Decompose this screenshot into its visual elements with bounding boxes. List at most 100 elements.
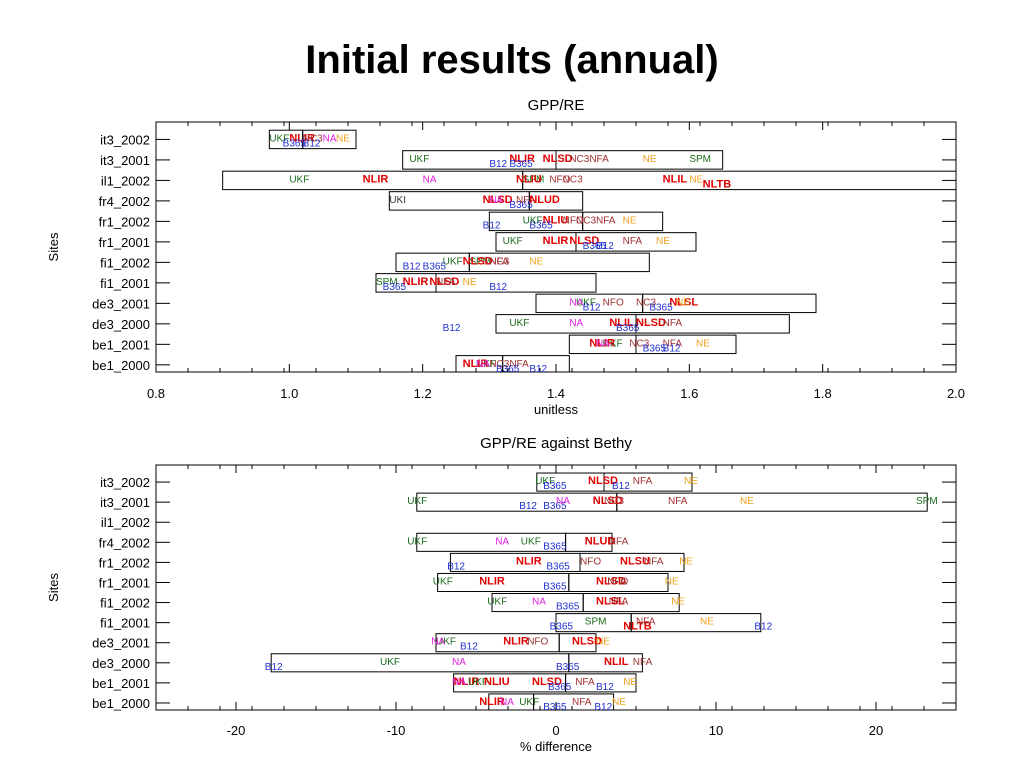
- model-label: B365: [556, 602, 580, 613]
- model-label: UKF: [476, 359, 496, 370]
- model-label: NLSD: [636, 317, 666, 329]
- model-label: NLUD: [529, 194, 560, 206]
- model-label: B365: [556, 662, 580, 673]
- model-label: B12: [529, 364, 547, 375]
- model-label: NLIR: [509, 153, 535, 165]
- x-tick-label: 10: [709, 723, 723, 738]
- model-label: NE: [700, 617, 714, 628]
- model-label: NLSD: [569, 235, 599, 247]
- model-label: B365: [616, 323, 640, 334]
- model-label: NFA: [596, 215, 616, 226]
- model-label: NFA: [509, 359, 529, 370]
- model-label: NE: [684, 476, 698, 487]
- box-lower: [416, 492, 618, 512]
- model-label: NFA: [609, 597, 629, 608]
- model-label: UKF: [468, 677, 488, 688]
- model-label: NE: [463, 277, 477, 288]
- site-label: fr1_2002: [99, 214, 150, 229]
- model-label: UKF: [443, 256, 463, 267]
- model-label: NLTB: [703, 178, 732, 190]
- model-label: B365: [583, 241, 607, 252]
- box-upper: [568, 653, 643, 673]
- box-upper: [533, 693, 615, 710]
- model-label: B365: [383, 282, 407, 293]
- model-label: NLTB: [623, 621, 652, 633]
- model-label: B12: [447, 561, 465, 572]
- model-label: NC3: [604, 496, 624, 507]
- box-upper: [565, 673, 637, 693]
- site-label: il1_2002: [101, 515, 150, 530]
- box-upper: [302, 129, 357, 150]
- model-label: B365: [546, 561, 570, 572]
- y-axis-label: Sites: [46, 573, 61, 602]
- model-label: UKF: [519, 697, 539, 708]
- model-label: NE: [665, 576, 679, 587]
- model-label: NA: [489, 195, 503, 206]
- x-tick-label: 20: [869, 723, 883, 738]
- site-label: fi1_2002: [100, 255, 150, 270]
- model-label: NFO: [563, 215, 584, 226]
- model-label: B12: [596, 241, 614, 252]
- model-label: NLSL: [596, 596, 625, 608]
- model-label: NFO: [527, 637, 548, 648]
- model-label: NFA: [633, 657, 653, 668]
- model-label: UKF: [409, 154, 429, 165]
- box-upper: [616, 492, 928, 512]
- model-label: B12: [460, 642, 478, 653]
- site-label: it3_2002: [100, 475, 150, 490]
- model-label: SPM: [916, 496, 938, 507]
- model-label: B12: [594, 702, 612, 713]
- y-axis-label: Sites: [46, 232, 61, 261]
- chart-title: GPP/RE against Bethy: [480, 435, 632, 452]
- model-label: NFA: [436, 277, 456, 288]
- model-label: UKI: [389, 195, 406, 206]
- model-label: B365: [283, 138, 307, 149]
- model-label: UKF: [503, 236, 523, 247]
- model-label: NLIR: [543, 235, 569, 247]
- x-tick-label: 1.0: [280, 386, 298, 401]
- model-label: NE: [671, 597, 685, 608]
- model-label: NFA: [668, 496, 688, 507]
- site-label: il1_2002: [101, 173, 150, 188]
- model-label: NA: [569, 318, 583, 329]
- model-label: UKF: [436, 637, 456, 648]
- box-upper: [579, 552, 685, 572]
- site-label: de3_2001: [92, 296, 150, 311]
- model-label: NFA: [516, 195, 536, 206]
- model-label: B12: [265, 662, 283, 673]
- box-upper: [635, 334, 737, 355]
- box-upper: [468, 252, 650, 273]
- model-label: UKF: [407, 496, 427, 507]
- model-label: B365: [643, 343, 667, 354]
- model-label: NLIR: [479, 696, 505, 708]
- model-label: NA: [452, 657, 466, 668]
- model-label: NFA: [572, 697, 592, 708]
- model-label: B365: [496, 364, 520, 375]
- x-tick-label: 1.6: [680, 386, 698, 401]
- model-label: NLUD: [585, 535, 616, 547]
- model-label: NE: [612, 697, 626, 708]
- model-label: NA: [569, 297, 583, 308]
- box-upper: [528, 191, 584, 211]
- model-label: UKF: [521, 536, 541, 547]
- model-label: B12: [403, 261, 421, 272]
- model-label: NLIR: [503, 636, 529, 648]
- model-label: UKF: [289, 174, 309, 185]
- model-label: NFA: [663, 318, 683, 329]
- model-label: UKF: [509, 318, 529, 329]
- model-label: UKF: [407, 536, 427, 547]
- model-label: B12: [483, 220, 501, 231]
- model-label: NE: [740, 496, 754, 507]
- site-label: be1_2001: [92, 337, 150, 352]
- model-label: NFA: [623, 236, 643, 247]
- site-label: fr4_2002: [99, 194, 150, 209]
- model-label: NFA: [589, 154, 609, 165]
- slide-title: Initial results (annual): [305, 38, 719, 82]
- model-label: B365: [543, 702, 567, 713]
- x-tick-label: 0.8: [147, 386, 165, 401]
- model-label: NLIR: [289, 132, 315, 144]
- box-upper: [568, 572, 669, 593]
- model-label: NA: [452, 677, 466, 688]
- model-label: SPM: [689, 154, 711, 165]
- model-label: NC3: [636, 297, 656, 308]
